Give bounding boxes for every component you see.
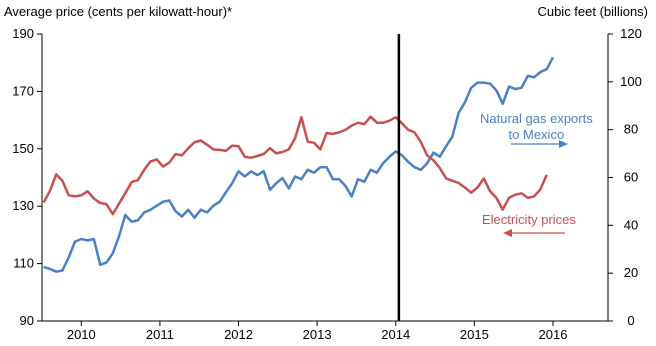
left-tick-label: 130 [12, 198, 34, 213]
right-tick-label: 120 [620, 26, 642, 41]
annotation-arrows [503, 140, 568, 237]
gas-arrow-head [559, 140, 568, 148]
electricity-price-line [42, 115, 548, 216]
electricity-arrow-head [503, 229, 512, 237]
x-tick-label: 2016 [539, 327, 568, 342]
x-tick-label: 2015 [460, 327, 489, 342]
x-tick-label: 2010 [67, 327, 96, 342]
right-tick-label: 40 [624, 217, 638, 232]
left-tick-label: 150 [12, 141, 34, 156]
left-axis-title: Average price (cents per kilowatt-hour)* [4, 4, 233, 19]
axes: 90 110 130 150 170 190 0 20 40 60 80 100 120 2010 2011… [12, 26, 642, 342]
left-tick-label: 190 [12, 26, 34, 41]
x-tick-label: 2011 [146, 327, 174, 342]
left-tick-label: 110 [13, 256, 34, 271]
right-tick-label: 80 [624, 122, 638, 137]
left-tick-label: 170 [12, 83, 34, 98]
x-tick-label: 2014 [381, 327, 410, 342]
right-tick-label: 0 [627, 313, 634, 328]
x-tick-label: 2013 [303, 327, 332, 342]
right-tick-label: 20 [624, 265, 638, 280]
right-tick-label: 60 [624, 170, 638, 185]
gas-annotation-line-2: to Mexico [508, 127, 565, 142]
right-tick-label: 100 [620, 74, 642, 89]
series-layer [42, 34, 555, 321]
gas-annotation-line-1: Natural gas exports [480, 111, 593, 126]
gas-exports-line [43, 56, 555, 273]
x-tick-label: 2012 [224, 327, 253, 342]
electricity-series-annotation: Electricity prices [482, 212, 576, 227]
right-axis-title: Cubic feet (billions) [537, 4, 648, 19]
left-tick-label: 90 [20, 313, 34, 328]
gas-series-annotation: Natural gas exports to Mexico [480, 111, 593, 143]
